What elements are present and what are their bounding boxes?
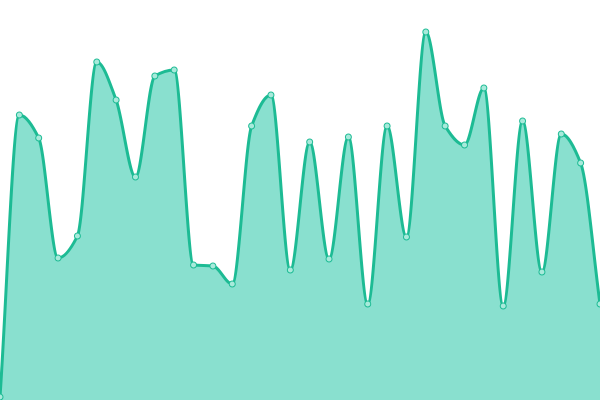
- data-point: [557, 130, 565, 138]
- data-point: [422, 28, 430, 36]
- data-point: [73, 232, 81, 240]
- data-point: [170, 66, 178, 74]
- data-point: [228, 280, 236, 288]
- data-point: [54, 254, 62, 262]
- data-point: [402, 233, 410, 241]
- data-point: [286, 266, 294, 274]
- data-point: [112, 96, 120, 104]
- data-point: [306, 138, 314, 146]
- data-point: [383, 122, 391, 130]
- data-point: [0, 393, 4, 400]
- data-point: [461, 141, 469, 149]
- data-point: [35, 134, 43, 142]
- data-point: [209, 262, 217, 270]
- data-point: [325, 255, 333, 263]
- data-point: [15, 111, 23, 119]
- data-point: [190, 261, 198, 269]
- data-point: [364, 300, 372, 308]
- data-point: [519, 117, 527, 125]
- data-point: [480, 84, 488, 92]
- data-point: [499, 302, 507, 310]
- data-point: [441, 122, 449, 130]
- data-point: [267, 91, 275, 99]
- data-point: [577, 159, 585, 167]
- data-point: [538, 268, 546, 276]
- data-point: [596, 300, 600, 308]
- data-points: [0, 28, 600, 400]
- data-point: [248, 122, 256, 130]
- data-point: [151, 72, 159, 80]
- data-point: [131, 173, 139, 181]
- data-point: [344, 133, 352, 141]
- data-point: [93, 58, 101, 66]
